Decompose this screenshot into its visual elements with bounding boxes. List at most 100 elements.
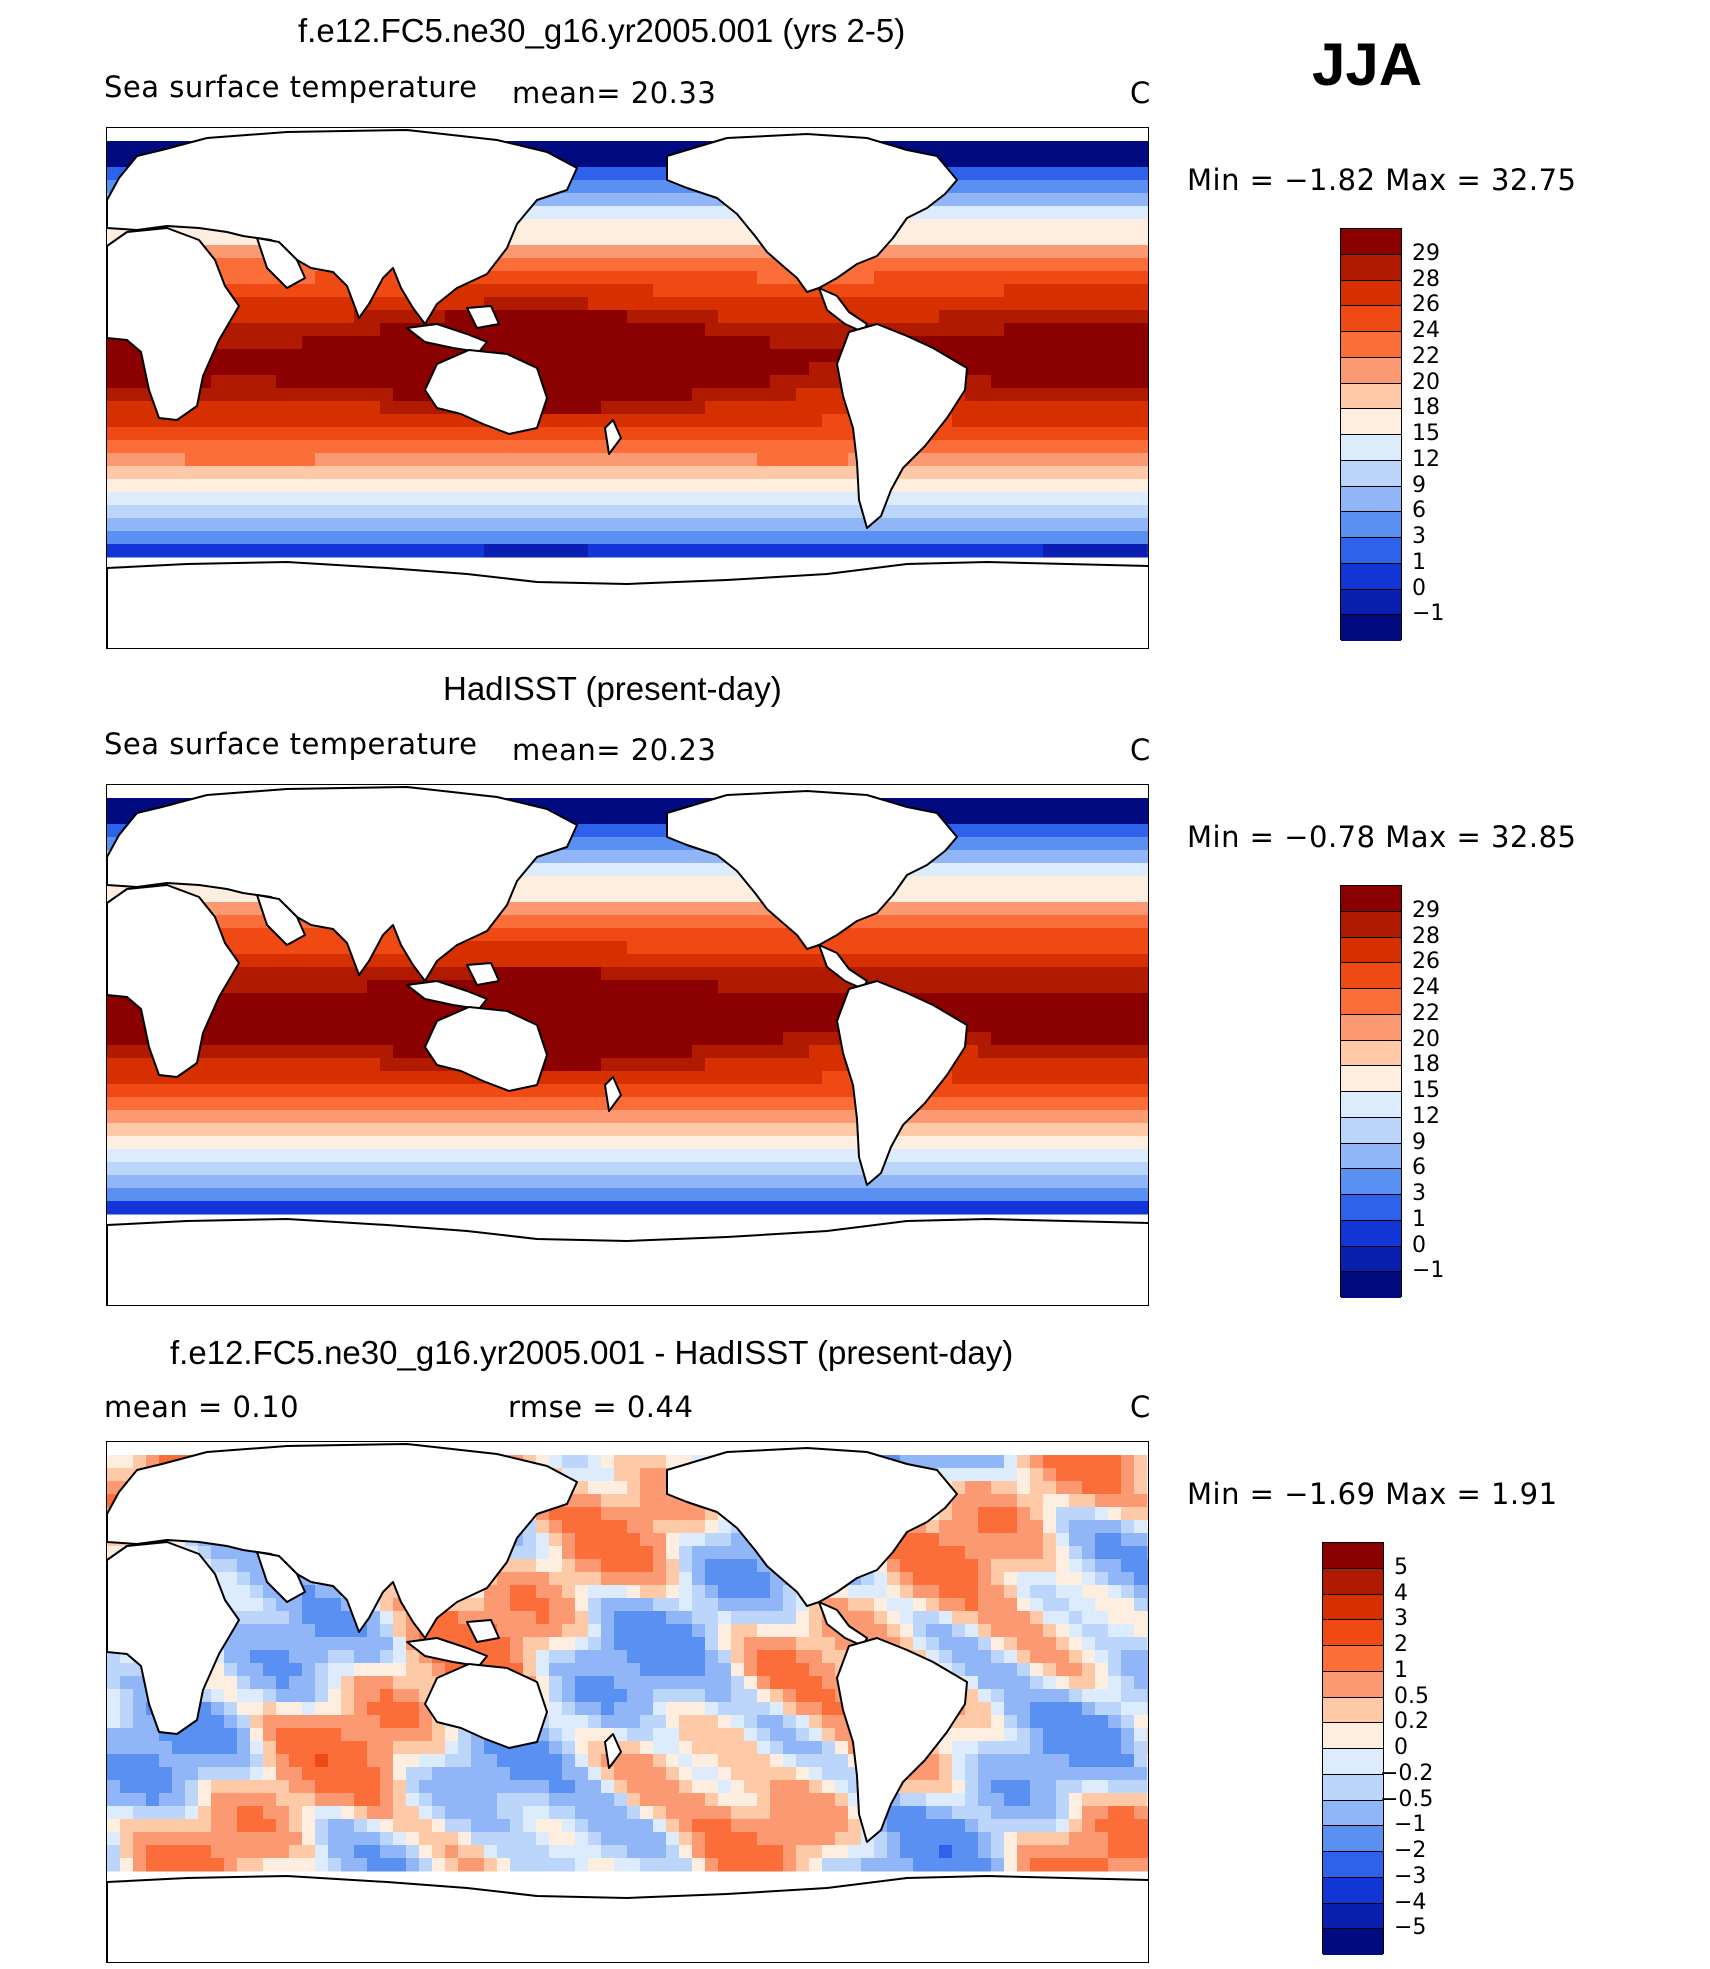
sst-cell (1134, 388, 1148, 402)
sst-cell (1147, 323, 1148, 337)
sst-cell (991, 863, 1005, 877)
sst-cell (978, 414, 992, 428)
sst-cell (107, 1006, 121, 1020)
sst-cell (1017, 811, 1031, 825)
sst-cell (367, 1032, 381, 1046)
sst-cell (1069, 427, 1083, 441)
sst-cell (1121, 323, 1135, 337)
sst-cell (939, 915, 953, 929)
sst-cell (965, 1149, 979, 1163)
sst-cell (835, 466, 849, 480)
sst-cell (575, 167, 589, 181)
sst-cell (237, 492, 251, 506)
sst-cell (679, 1162, 693, 1176)
sst-cell (640, 993, 654, 1007)
sst-cell (861, 297, 875, 311)
sst-cell (341, 466, 355, 480)
sst-cell (679, 232, 693, 246)
sst-cell (172, 1162, 186, 1176)
sst-cell (627, 1162, 641, 1176)
sst-cell (1043, 876, 1057, 890)
sst-cell (1004, 1136, 1018, 1150)
sst-cell (380, 980, 394, 994)
sst-cell (783, 1045, 797, 1059)
sst-cell (640, 1097, 654, 1111)
sst-cell (887, 310, 901, 324)
sst-cell (1134, 798, 1148, 812)
sst-cell (250, 993, 264, 1007)
sst-cell (224, 1149, 238, 1163)
sst-cell (588, 362, 602, 376)
sst-cell (1134, 427, 1148, 441)
sst-cell (679, 336, 693, 350)
sst-cell (1121, 193, 1135, 207)
sst-cell (731, 518, 745, 532)
sst-cell (237, 1097, 251, 1111)
sst-cell (1095, 837, 1109, 851)
sst-cell (263, 1110, 277, 1124)
sst-cell (744, 915, 758, 929)
sst-cell (1134, 401, 1148, 415)
sst-cell (1030, 850, 1044, 864)
sst-cell (276, 1149, 290, 1163)
sst-cell (809, 967, 823, 981)
sst-cell (315, 928, 329, 942)
sst-cell (965, 876, 979, 890)
sst-cell (939, 1123, 953, 1137)
sst-cell (614, 1045, 628, 1059)
sst-cell (549, 271, 563, 285)
sst-cell (926, 284, 940, 298)
sst-cell (1069, 245, 1083, 259)
sst-cell (536, 297, 550, 311)
sst-cell (627, 323, 641, 337)
sst-cell (354, 401, 368, 415)
sst-cell (822, 1123, 836, 1137)
sst-cell (289, 453, 303, 467)
sst-cell (224, 1084, 238, 1098)
sst-cell (744, 1071, 758, 1085)
sst-cell (562, 349, 576, 363)
sst-cell (783, 1097, 797, 1111)
sst-cell (1004, 362, 1018, 376)
sst-cell (679, 1136, 693, 1150)
sst-cell (601, 967, 615, 981)
sst-cell (354, 414, 368, 428)
sst-cell (861, 284, 875, 298)
sst-cell (250, 980, 264, 994)
sst-cell (575, 531, 589, 545)
continent-outlines (107, 129, 1148, 648)
sst-cell (1108, 284, 1122, 298)
sst-cell (640, 349, 654, 363)
sst-cell (1030, 1110, 1044, 1124)
sst-cell (107, 375, 121, 389)
sst-cell (653, 427, 667, 441)
sst-cell (276, 518, 290, 532)
sst-cell (1069, 1162, 1083, 1176)
sst-cell (952, 323, 966, 337)
sst-cell (1147, 941, 1148, 955)
sst-cell (341, 1097, 355, 1111)
sst-cell (1108, 980, 1122, 994)
sst-cell (562, 889, 576, 903)
sst-cell (1043, 297, 1057, 311)
sst-cell (432, 440, 446, 454)
sst-cell (1121, 245, 1135, 259)
sst-cell (198, 479, 212, 493)
sst-cell (575, 219, 589, 233)
sst-cell (341, 323, 355, 337)
sst-cell (549, 863, 563, 877)
sst-cell (276, 349, 290, 363)
sst-cell (393, 323, 407, 337)
sst-cell (939, 798, 953, 812)
sst-cell (1030, 1149, 1044, 1163)
sst-cell (263, 1019, 277, 1033)
sst-cell (289, 941, 303, 955)
sst-cell (1147, 544, 1148, 558)
sst-cell (1056, 1032, 1070, 1046)
sst-cell (744, 453, 758, 467)
sst-cell (276, 479, 290, 493)
sst-cell (978, 310, 992, 324)
sst-cell (562, 1097, 576, 1111)
sst-cell (666, 1045, 680, 1059)
sst-cell (1108, 206, 1122, 220)
